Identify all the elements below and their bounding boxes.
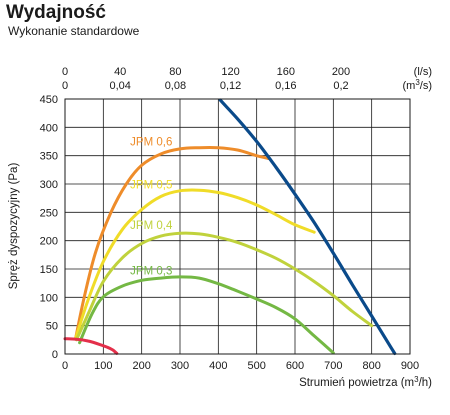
y-tick-labels: 0 50 100 150 200 250 300 350 400 450 bbox=[40, 94, 58, 361]
y-tick-label: 50 bbox=[46, 321, 58, 333]
series-line-jpm-0-6 bbox=[74, 146, 270, 340]
y-axis-label: Spręż dyspozycyjny (Pa) bbox=[8, 163, 20, 290]
series-line-curve-5 bbox=[218, 98, 397, 355]
top-tick-label-m3s: 0,04 bbox=[109, 80, 130, 92]
series-label-jpm-0-3: JPM 0,3 bbox=[130, 266, 172, 278]
series-labels: JPM 0,6 JPM 0,5 JPM 0,4 JPM 0,3 bbox=[130, 137, 173, 278]
y-tick-label: 250 bbox=[40, 207, 58, 219]
x-axis-label: Strumień powietrza (m3/h) bbox=[299, 375, 432, 389]
x-tick-label: 800 bbox=[362, 360, 380, 372]
x-tick-label: 700 bbox=[324, 360, 342, 372]
x-tick-label: 0 bbox=[62, 360, 68, 372]
top-axis-unit-ls: (l/s) bbox=[414, 66, 432, 78]
top-axis-tick-labels: 0 40 80 120 160 200 0 0,04 0,08 0,12 0,16 0,2 bbox=[62, 66, 350, 92]
series-group bbox=[63, 98, 397, 355]
chart-subtitle: Wykonanie standardowe bbox=[8, 24, 140, 38]
top-tick-label-m3s: 0,08 bbox=[165, 80, 186, 92]
top-tick-label-ls: 0 bbox=[62, 66, 68, 78]
series-line-jpm-0-3 bbox=[78, 275, 335, 355]
y-tick-label: 350 bbox=[40, 151, 58, 163]
series-line-curve-4 bbox=[63, 337, 119, 355]
series-line-jpm-0-4 bbox=[75, 231, 374, 342]
top-tick-label-m3s: 0 bbox=[62, 80, 68, 92]
plot-border bbox=[64, 98, 411, 355]
y-tick-label: 0 bbox=[52, 349, 58, 361]
y-tick-label: 200 bbox=[40, 236, 58, 248]
y-tick-label: 450 bbox=[40, 94, 58, 106]
x-tick-label: 200 bbox=[132, 360, 150, 372]
x-tick-label: 300 bbox=[171, 360, 189, 372]
series-label-jpm-0-4: JPM 0,4 bbox=[130, 220, 173, 232]
x-tick-label: 500 bbox=[247, 360, 265, 372]
top-tick-label-ls: 160 bbox=[277, 66, 295, 78]
chart-title: Wydajność bbox=[6, 2, 106, 23]
x-tick-label: 900 bbox=[401, 360, 419, 372]
series-line-jpm-0-5 bbox=[74, 188, 316, 340]
series-label-jpm-0-6: JPM 0,6 bbox=[130, 137, 172, 149]
x-tick-label: 600 bbox=[286, 360, 304, 372]
top-tick-label-m3s: 0,2 bbox=[333, 80, 348, 92]
y-tick-label: 150 bbox=[40, 264, 58, 276]
plot-frame bbox=[64, 98, 411, 355]
top-tick-label-m3s: 0,12 bbox=[220, 80, 241, 92]
top-tick-label-m3s: 0,16 bbox=[275, 80, 296, 92]
top-tick-label-ls: 40 bbox=[114, 66, 126, 78]
y-tick-label: 100 bbox=[40, 292, 58, 304]
top-tick-label-ls: 200 bbox=[332, 66, 350, 78]
top-axis-unit-m3s: (m3/s) bbox=[402, 78, 432, 92]
y-tick-label: 400 bbox=[40, 122, 58, 134]
top-tick-label-ls: 80 bbox=[169, 66, 181, 78]
x-tick-label: 100 bbox=[94, 360, 112, 372]
series-label-jpm-0-5: JPM 0,5 bbox=[130, 180, 172, 192]
x-tick-label: 400 bbox=[209, 360, 227, 372]
top-tick-label-ls: 120 bbox=[221, 66, 239, 78]
y-tick-label: 300 bbox=[40, 179, 58, 191]
x-tick-labels: 0 100 200 300 400 500 600 700 800 900 bbox=[62, 360, 419, 372]
